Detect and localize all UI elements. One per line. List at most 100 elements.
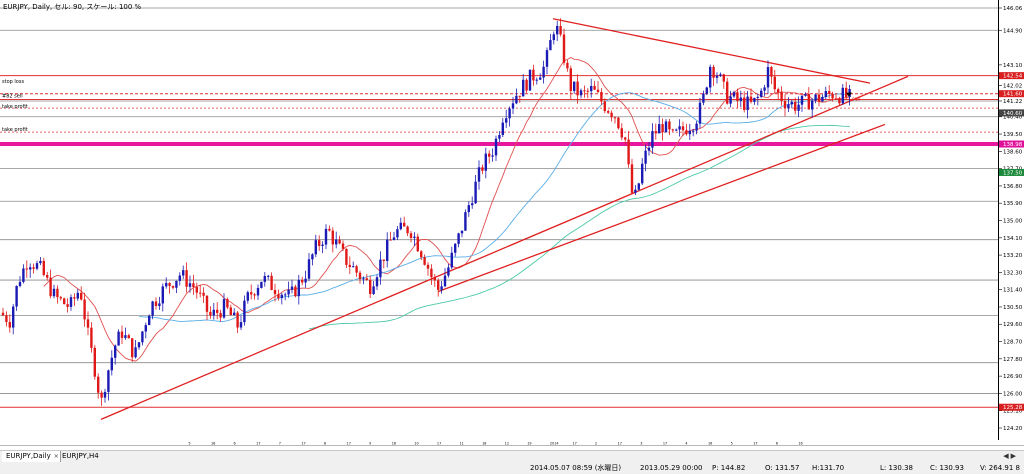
candle-body	[76, 292, 79, 299]
candle-body	[719, 74, 722, 76]
candle-body	[552, 34, 555, 41]
candle-body	[83, 299, 86, 320]
time-tick-label: 6	[776, 441, 778, 445]
candle-body	[318, 240, 321, 246]
candle-body	[236, 312, 239, 328]
candle-body	[372, 286, 375, 295]
candle-body	[284, 294, 287, 296]
price-chart-svg[interactable]: sell stop loss #82 sell take profit take pro…	[0, 0, 998, 440]
candle-body	[5, 315, 8, 323]
price-tick-label: 144.90	[1003, 28, 1023, 34]
close-icon[interactable]: ×	[53, 453, 59, 460]
candle-body	[695, 123, 698, 131]
candle-body	[828, 91, 831, 94]
candle-body	[743, 97, 746, 111]
candle-body	[508, 108, 511, 119]
price-tick-label: 129.60	[1003, 322, 1023, 328]
price-tick-label: 124.20	[1003, 426, 1023, 432]
candle-body	[328, 228, 331, 231]
candle-body	[807, 93, 810, 110]
candle-body	[518, 95, 521, 97]
price-tick-label: 135.90	[1003, 201, 1023, 207]
candle-body	[294, 286, 297, 297]
candle-body	[137, 342, 141, 348]
time-tick-label: 19	[527, 441, 531, 445]
candle-body	[127, 335, 130, 339]
candle-body	[243, 300, 246, 323]
candle-body	[838, 98, 841, 104]
chart-tabs: EURJPY,Daily × EURJPY,H4 ◀▶	[0, 450, 1024, 464]
candle-body	[161, 286, 164, 304]
candle-body	[202, 292, 205, 296]
candle-body	[525, 79, 528, 91]
price-tick-label: 133.20	[1003, 253, 1023, 259]
candle-body	[117, 331, 120, 346]
candle-body	[277, 294, 280, 299]
candle-body	[73, 297, 76, 299]
candle-body	[290, 286, 294, 290]
candle-body	[297, 279, 300, 297]
chart-title: EURJPY, Daily, セル: 90, スケール: 100 %	[3, 3, 142, 11]
candle-body	[134, 347, 137, 358]
price-tick-label: 139.50	[1003, 132, 1023, 138]
candle-body	[562, 34, 566, 63]
candle-body	[110, 357, 113, 371]
candle-body	[409, 233, 413, 238]
time-tick-label: 17	[437, 441, 441, 445]
candle-body	[396, 229, 399, 238]
candle-body	[69, 297, 73, 307]
candle-body	[770, 67, 773, 77]
candle-body	[182, 270, 185, 276]
candle-body	[42, 260, 45, 276]
chart-area[interactable]: sell stop loss #82 sell take profit take pro…	[0, 0, 1024, 446]
candle-body	[783, 101, 787, 109]
status-v: V: 264.91 8	[980, 464, 1020, 472]
candle-body	[32, 267, 35, 269]
arrow-left-icon[interactable]: ◀	[1003, 452, 1011, 460]
time-tick-label: 4	[685, 441, 687, 445]
candle-body	[239, 322, 243, 328]
candle-body	[222, 299, 226, 318]
candle-body	[22, 268, 25, 282]
candle-body	[63, 298, 66, 305]
time-tick-label: 17	[753, 441, 757, 445]
candle-body	[423, 257, 426, 265]
candle-body	[834, 98, 838, 100]
candle-body	[593, 85, 596, 90]
candle-body	[457, 233, 460, 244]
candle-body	[15, 285, 18, 307]
candle-body	[209, 311, 212, 316]
candle-body	[171, 286, 175, 288]
candle-body	[814, 94, 817, 101]
price-tick-label: 128.70	[1003, 340, 1023, 346]
candle-body	[715, 75, 719, 78]
candle-body	[46, 275, 49, 278]
price-marker-box	[999, 168, 1024, 176]
tab-eurjpy-daily[interactable]: EURJPY,Daily ×	[2, 451, 61, 462]
price-tick-label: 141.22	[1003, 99, 1022, 105]
trendline-lower	[437, 123, 886, 293]
candle-body	[168, 282, 171, 287]
candle-body	[450, 252, 453, 268]
candle-body	[586, 90, 589, 92]
trade-label: take profit	[2, 127, 28, 133]
trade-label: stop loss	[2, 79, 24, 85]
candle-body	[331, 230, 334, 245]
tab-eurjpy-h4[interactable]: EURJPY,H4	[58, 451, 106, 462]
candle-body	[406, 226, 409, 234]
candle-body	[103, 391, 107, 398]
arrow-right-icon[interactable]: ▶	[1010, 452, 1018, 460]
ma-short-line	[43, 56, 850, 362]
candle-body	[841, 87, 844, 104]
candle-body	[671, 129, 674, 131]
candle-body	[678, 126, 681, 130]
candle-body	[709, 66, 712, 88]
price-marker-label: 125.28	[1003, 405, 1023, 411]
candle-body	[590, 85, 593, 92]
time-tick-label: 5	[188, 441, 190, 445]
candle-body	[766, 67, 770, 88]
time-tick-label: 2014	[550, 441, 559, 445]
candle-body	[613, 117, 617, 119]
candle-body	[464, 212, 467, 231]
candle-body	[505, 118, 508, 123]
